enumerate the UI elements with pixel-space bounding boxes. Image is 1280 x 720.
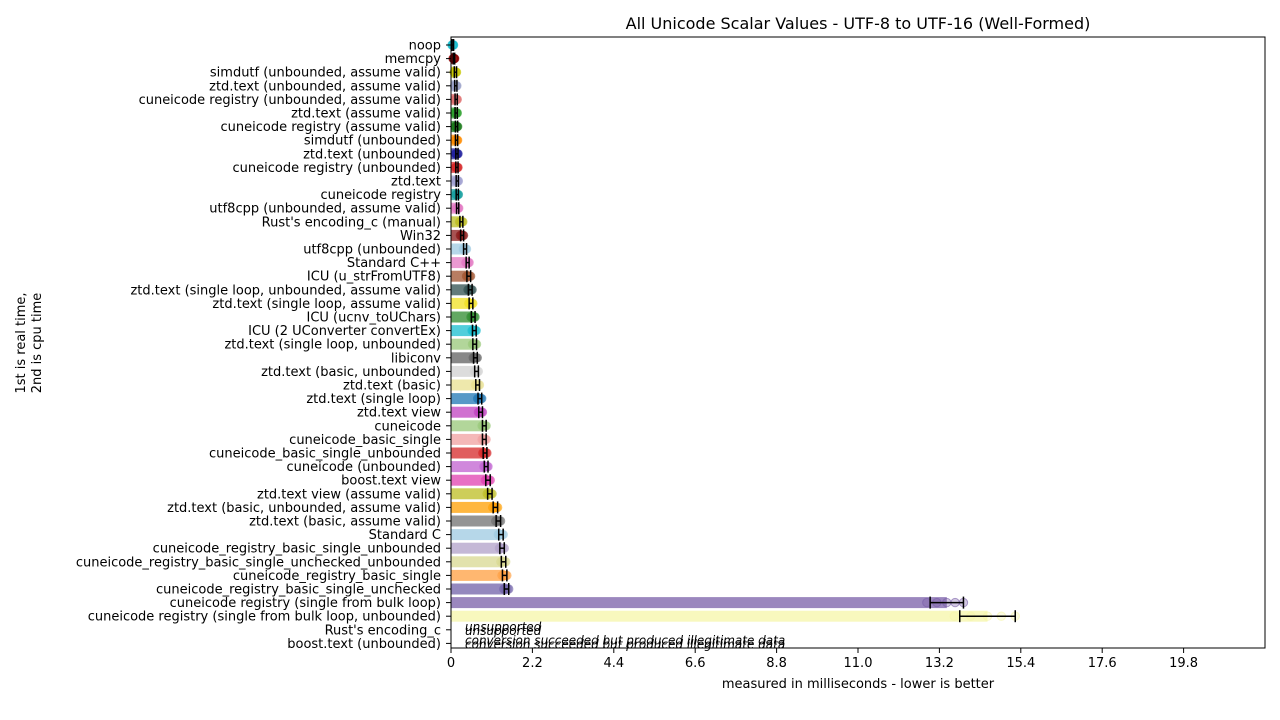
y-tick-label: ztd.text (single loop) — [306, 392, 441, 407]
bar — [451, 583, 507, 595]
y-tick-label: ztd.text (assume valid) — [291, 107, 441, 122]
y-tick-label: ztd.text (basic, assume valid) — [249, 515, 441, 530]
bar — [451, 406, 481, 418]
y-tick-label: utf8cpp (unbounded) — [303, 243, 441, 258]
x-tick-label: 15.4 — [1006, 656, 1035, 671]
y-tick-label: ztd.text view — [357, 406, 441, 421]
y-tick-label: memcpy — [385, 52, 442, 67]
y-axis-label-line-2: 2nd is cpu time — [30, 293, 45, 394]
y-tick-label: cuneicode registry — [320, 188, 441, 203]
bar — [451, 352, 476, 364]
bar — [451, 257, 468, 269]
y-tick-label: ztd.text (unbounded) — [303, 147, 441, 162]
y-tick-label: ztd.text — [391, 175, 441, 190]
y-tick-label: cuneicode registry (unbounded, assume va… — [139, 93, 441, 108]
bar — [451, 311, 474, 323]
y-tick-label: cuneicode_registry_basic_single_unchecke… — [156, 583, 441, 598]
plot-frame — [450, 36, 1266, 649]
bar — [451, 66, 456, 78]
bar — [451, 529, 501, 541]
bar — [451, 297, 471, 309]
y-tick-label: ztd.text (basic, unbounded, assume valid… — [167, 501, 441, 516]
y-tick-label: cuneicode registry (unbounded) — [233, 161, 442, 176]
y-tick-label: Standard C — [369, 528, 441, 543]
y-tick-label: cuneicode — [374, 419, 441, 434]
y-tick-label: ztd.text (single loop, unbounded, assume… — [130, 283, 441, 298]
x-tick-label: 2.2 — [522, 656, 543, 671]
sample-point — [949, 611, 959, 621]
bar — [451, 80, 456, 92]
x-axis-label: measured in milliseconds - lower is bett… — [722, 677, 995, 692]
bar — [451, 270, 469, 282]
bar — [451, 610, 988, 622]
y-tick-label: Rust's encoding_c (manual) — [262, 215, 441, 230]
y-tick-label: ICU (u_strFromUTF8) — [307, 270, 441, 285]
y-tick-label: simdutf (unbounded, assume valid) — [210, 66, 441, 81]
bar — [451, 243, 466, 255]
bar — [451, 461, 487, 473]
x-tick-label: 19.8 — [1169, 656, 1198, 671]
y-tick-label: cuneicode registry (assume valid) — [220, 120, 441, 135]
y-tick-label: libiconv — [391, 351, 441, 366]
y-tick-label: ztd.text view (assume valid) — [257, 487, 441, 502]
bar — [451, 447, 486, 459]
bar — [451, 597, 947, 609]
x-tick-label: 13.2 — [925, 656, 954, 671]
y-tick-label: Win32 — [400, 229, 441, 244]
y-tick-label: cuneicode registry (single from bulk loo… — [170, 596, 441, 611]
bar — [451, 379, 478, 391]
y-tick-label: ztd.text (basic, unbounded) — [261, 365, 441, 380]
y-tick-label: boost.text view — [341, 474, 441, 489]
y-tick-label: cuneicode (unbounded) — [286, 460, 441, 475]
y-tick-label: cuneicode_registry_basic_single_unbounde… — [153, 542, 441, 557]
x-tick-label: 8.8 — [766, 656, 787, 671]
y-tick-label: ztd.text (single loop, assume valid) — [212, 297, 441, 312]
bar — [451, 556, 504, 568]
chart-title: All Unicode Scalar Values - UTF-8 to UTF… — [626, 14, 1091, 33]
y-tick-label: Standard C++ — [347, 256, 441, 271]
y-tick-label: cuneicode_basic_single_unbounded — [209, 447, 441, 462]
unsupported-annotation: conversion succeeded but produced illegi… — [465, 633, 785, 647]
y-tick-label: ztd.text (unbounded, assume valid) — [209, 79, 441, 94]
y-tick-label: ztd.text (single loop, unbounded) — [224, 338, 441, 353]
bar — [451, 284, 471, 296]
y-tick-label: cuneicode_basic_single — [289, 433, 441, 448]
unsupported-annotation-overlay: unsupported — [465, 624, 542, 638]
bar — [451, 433, 485, 445]
bar — [451, 515, 499, 527]
unsupported-annotation: unsupported — [465, 620, 542, 634]
y-tick-label: Rust's encoding_c — [325, 623, 441, 638]
y-tick-label: ICU (2 UConverter convertEx) — [248, 324, 441, 339]
bar — [451, 501, 496, 513]
y-tick-label: ztd.text (basic) — [343, 379, 441, 394]
y-tick-label: utf8cpp (unbounded, assume valid) — [209, 202, 441, 217]
x-tick-label: 6.6 — [685, 656, 706, 671]
bar — [451, 488, 490, 500]
y-axis-label-line-1: 1st is real time, — [14, 292, 29, 393]
bar — [451, 420, 485, 432]
x-tick-label: 11.0 — [844, 656, 873, 671]
y-tick-label: boost.text (unbounded) — [287, 637, 441, 652]
unsupported-annotation-overlay: conversion succeeded but produced illegi… — [465, 637, 785, 651]
y-tick-label: cuneicode registry (single from bulk loo… — [88, 610, 441, 625]
x-tick-label: 4.4 — [603, 656, 624, 671]
bar — [451, 325, 475, 337]
x-axis: 0 2.2 4.4 6.6 8.8 11.0 13.2 15.4 17.6 19.8 — [447, 648, 1198, 671]
y-tick-label: ICU (ucnv_toUChars) — [307, 311, 442, 326]
bar — [451, 542, 503, 554]
bar — [451, 474, 488, 486]
y-tick-label: cuneicode_registry_basic_single_unchecke… — [76, 555, 441, 570]
y-tick-label: noop — [409, 39, 441, 54]
x-tick-label: 0 — [447, 656, 455, 671]
y-tick-label: cuneicode_registry_basic_single — [233, 569, 441, 584]
x-tick-label: 17.6 — [1088, 656, 1117, 671]
bar — [451, 393, 480, 405]
bar — [451, 365, 477, 377]
y-tick-label: simdutf (unbounded) — [304, 134, 441, 149]
bar — [451, 569, 505, 581]
bar — [451, 338, 475, 350]
